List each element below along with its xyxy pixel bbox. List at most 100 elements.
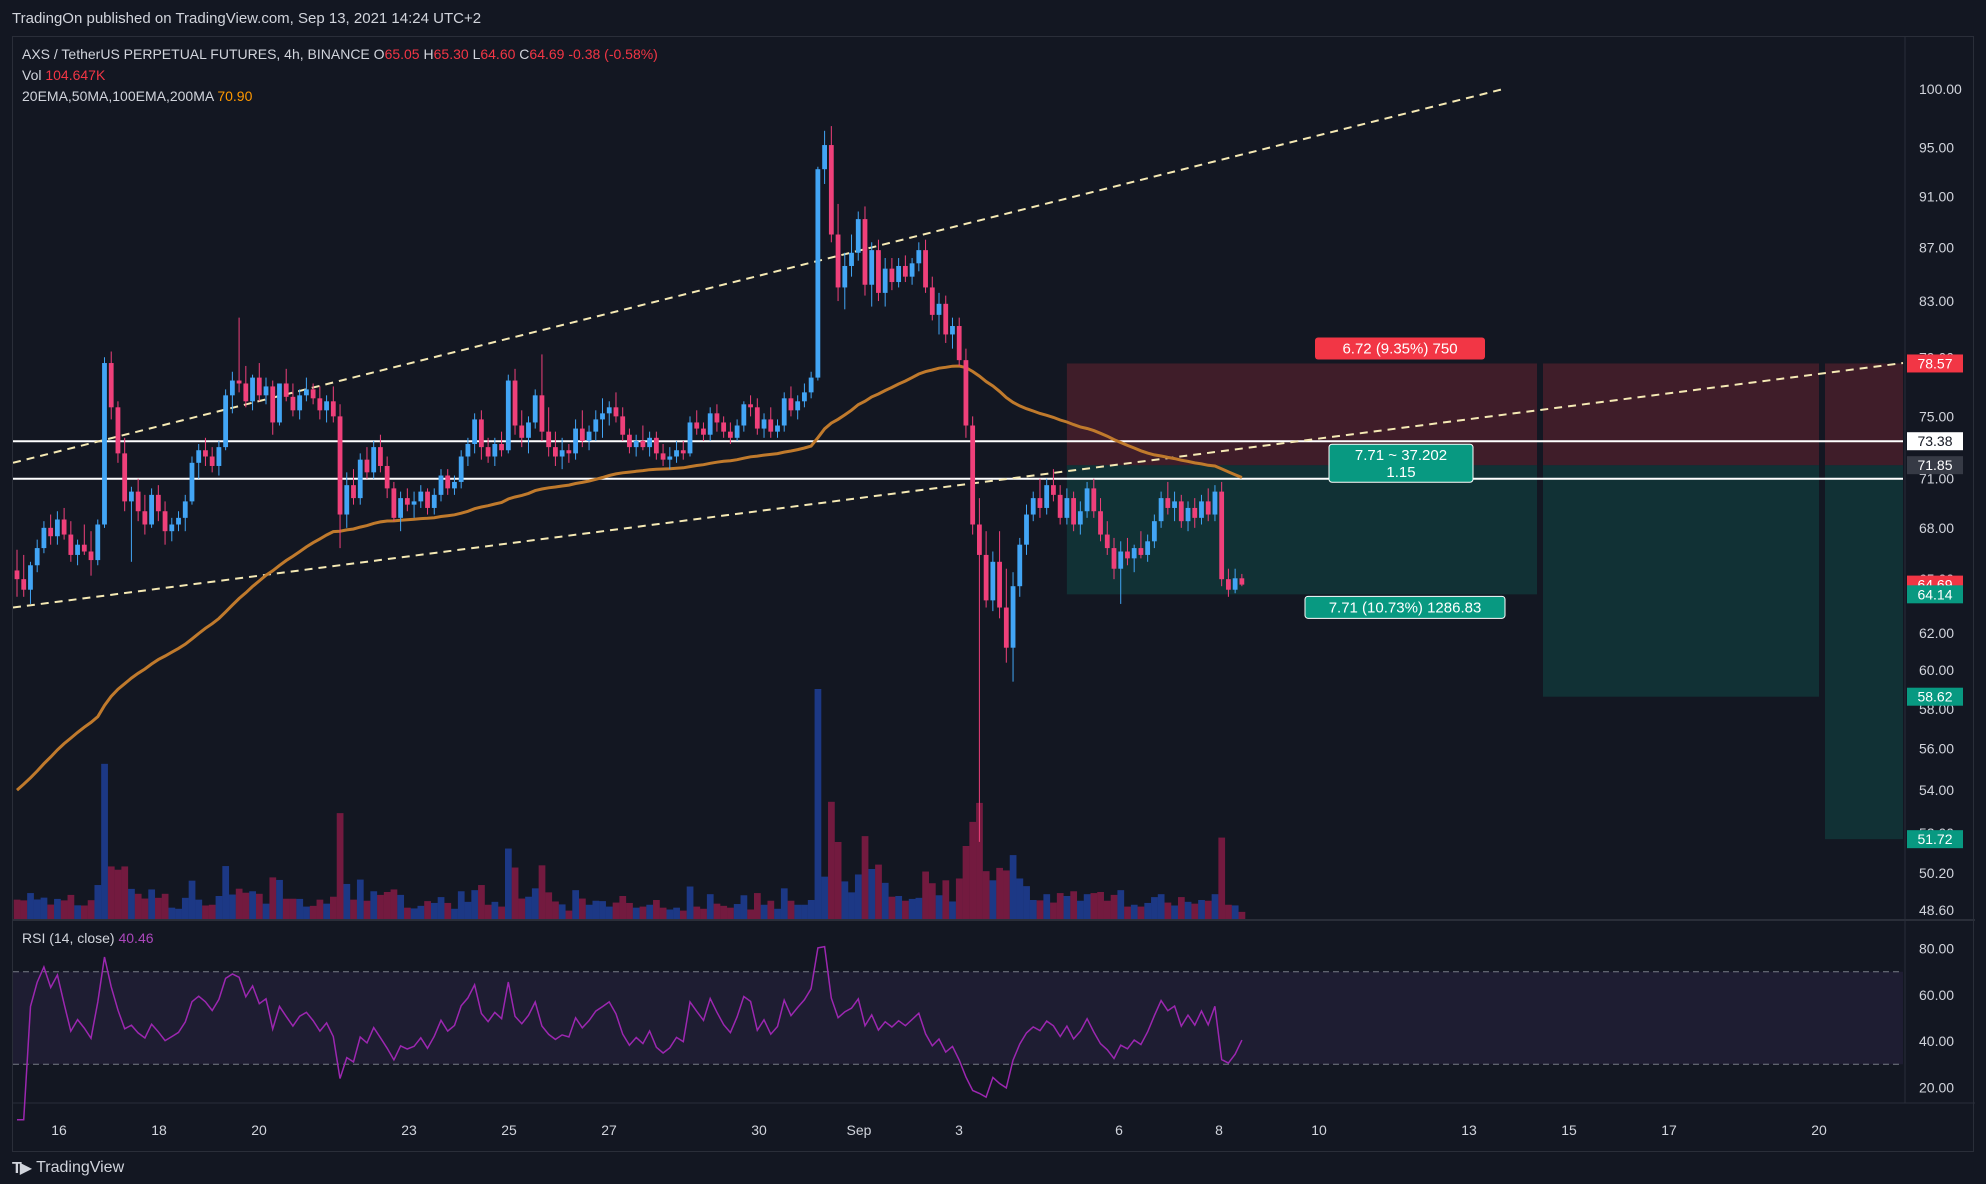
volume-bar — [148, 889, 156, 919]
volume-bar — [13, 899, 21, 919]
volume-bar — [1117, 890, 1125, 919]
candle-body — [802, 392, 807, 402]
volume-bar — [1029, 900, 1037, 919]
candle-body — [923, 250, 928, 288]
brand-logo[interactable]: T▶ TradingView — [12, 1158, 124, 1178]
candle-body — [586, 431, 592, 441]
volume-bar — [289, 898, 297, 919]
target-zone-3 — [1825, 465, 1903, 840]
volume-bar — [1171, 905, 1178, 919]
candle-body — [290, 396, 296, 411]
volume-bar — [141, 898, 149, 919]
volume-bar — [20, 900, 28, 919]
candle-body — [1003, 607, 1009, 648]
volume-bar — [303, 906, 310, 919]
volume-bar — [942, 880, 950, 919]
time-tick-label: 6 — [1115, 1122, 1123, 1138]
candle-body — [795, 401, 801, 411]
volume-bar — [854, 874, 862, 919]
volume-bar — [599, 901, 606, 919]
volume-bar — [1191, 903, 1199, 919]
volume-bar — [545, 892, 553, 919]
rsi-legend: RSI (14, close) 40.46 — [22, 930, 154, 946]
volume-bar — [969, 821, 977, 919]
volume-bar — [780, 888, 788, 919]
volume-bar — [397, 894, 405, 919]
volume-bar — [107, 866, 115, 919]
volume-bar — [242, 892, 250, 919]
candle-body — [701, 428, 706, 435]
volume-bar — [249, 891, 256, 919]
candle-body — [573, 428, 578, 454]
candle-body — [916, 250, 922, 264]
candle-body — [512, 380, 518, 426]
volume-bar — [276, 879, 283, 919]
volume-bar — [202, 905, 209, 919]
candle-body — [182, 501, 188, 518]
volume-bar — [760, 904, 768, 919]
time-tick-label: 25 — [501, 1122, 517, 1138]
candle-body — [485, 447, 491, 457]
candle-body — [781, 398, 787, 426]
volume-bar — [1177, 897, 1185, 919]
vol-label[interactable]: Vol — [22, 67, 42, 83]
symbol-label[interactable]: AXS / TetherUS PERPETUAL FUTURES, 4h, BI… — [22, 46, 370, 62]
volume-bar — [848, 892, 855, 919]
volume-bar — [363, 900, 371, 919]
candle-body — [48, 527, 54, 537]
rsi-tick-label: 60.00 — [1919, 987, 1954, 1003]
volume-row: Vol 104.647K — [22, 65, 658, 86]
candle-body — [1017, 544, 1023, 587]
volume-bar — [1238, 911, 1246, 919]
target-label-bg — [1304, 595, 1506, 619]
ema-line — [16, 364, 1243, 792]
volume-bar — [330, 896, 337, 919]
price-chart[interactable]: 6.72 (9.35%) 750 7.71 (10.73%) 1286.83 7.7… — [13, 37, 1975, 1153]
volume-bar — [801, 904, 808, 919]
candle-body — [28, 565, 33, 590]
candle-body — [1104, 534, 1110, 549]
ma-label[interactable]: 20EMA,50MA,100EMA,200MA — [22, 88, 214, 104]
volume-bar — [188, 880, 196, 919]
volume-bar — [740, 895, 748, 919]
volume-bar — [383, 891, 391, 919]
volume-bar — [679, 910, 687, 919]
candle-body — [553, 447, 558, 457]
volume-bar — [538, 865, 546, 919]
candle-body — [660, 453, 666, 460]
volume-bar — [653, 900, 660, 919]
price-tick-label: 54.00 — [1919, 782, 1954, 798]
candle-body — [344, 485, 350, 515]
rsi-label[interactable]: RSI (14, close) — [22, 930, 115, 946]
candle-body — [808, 377, 814, 393]
volume-bar — [114, 869, 122, 919]
volume-bar — [774, 908, 781, 919]
candle-body — [748, 404, 753, 408]
candle-body — [532, 395, 538, 423]
price-tick-label: 56.00 — [1919, 741, 1954, 757]
volume-bar — [895, 896, 903, 919]
candle-body — [727, 431, 733, 438]
rsi-tick-label: 20.00 — [1919, 1079, 1954, 1095]
volume-bar — [410, 908, 418, 919]
candle-body — [721, 422, 727, 432]
candle-body — [822, 145, 827, 170]
candle-body — [680, 450, 686, 454]
volume-bar — [962, 845, 970, 919]
chart-legend: AXS / TetherUS PERPETUAL FUTURES, 4h, BI… — [22, 44, 658, 107]
candle-body — [95, 524, 101, 561]
candle-body — [761, 419, 767, 429]
candle-body — [492, 444, 498, 457]
candle-body — [734, 425, 740, 438]
rsi-value: 40.46 — [118, 930, 154, 946]
candle-body — [754, 407, 760, 429]
candle-body — [902, 265, 908, 277]
candle-body — [1077, 511, 1083, 525]
volume-bar — [693, 906, 701, 919]
candle-body — [620, 416, 626, 435]
candle-body — [398, 498, 404, 518]
candle-body — [122, 453, 128, 502]
candle-body — [627, 434, 632, 448]
stop-zone-2 — [1543, 363, 1819, 466]
candle-body — [499, 444, 504, 451]
